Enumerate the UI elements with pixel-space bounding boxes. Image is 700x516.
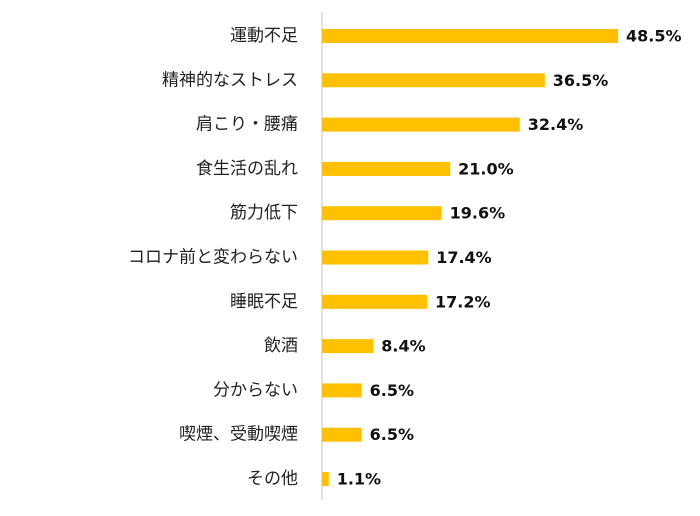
bar bbox=[322, 117, 520, 132]
category-labels-group: 運動不足精神的なストレス肩こり・腰痛食生活の乱れ筋力低下コロナ前と変わらない睡眠… bbox=[128, 26, 298, 489]
category-label: 睡眠不足 bbox=[230, 292, 298, 312]
bar bbox=[322, 472, 329, 486]
bar bbox=[322, 29, 618, 43]
bar bbox=[322, 161, 451, 176]
category-label: 飲酒 bbox=[264, 336, 298, 356]
category-label: コロナ前と変わらない bbox=[128, 248, 298, 268]
value-label: 36.5% bbox=[553, 71, 609, 90]
bar bbox=[322, 339, 374, 354]
category-label: 運動不足 bbox=[230, 26, 298, 46]
bar bbox=[322, 250, 429, 265]
bar bbox=[322, 427, 362, 442]
category-label: 分からない bbox=[213, 380, 298, 400]
value-label: 19.6% bbox=[450, 204, 506, 223]
value-label: 6.5% bbox=[370, 381, 414, 400]
value-label: 17.4% bbox=[436, 248, 492, 267]
category-label: その他 bbox=[247, 469, 298, 489]
bar bbox=[322, 294, 427, 309]
category-label: 筋力低下 bbox=[230, 203, 298, 223]
bar bbox=[322, 206, 442, 221]
value-label: 1.1% bbox=[337, 470, 381, 489]
category-label: 肩こり・腰痛 bbox=[196, 115, 298, 135]
value-label: 17.2% bbox=[435, 292, 491, 311]
category-label: 食生活の乱れ bbox=[196, 159, 298, 179]
value-label: 21.0% bbox=[458, 159, 514, 178]
category-label: 喫煙、受動喫煙 bbox=[179, 425, 298, 445]
value-labels-group: 48.5% 36.5% 32.4% 21.0% 19.6% 17.4% 17.2% 8.4% 6… bbox=[337, 27, 682, 489]
value-label: 32.4% bbox=[528, 115, 584, 134]
value-label: 8.4% bbox=[381, 337, 425, 356]
value-label: 6.5% bbox=[370, 425, 414, 444]
bar bbox=[322, 383, 362, 398]
bar bbox=[322, 73, 545, 88]
bars-group bbox=[322, 29, 618, 486]
category-label: 精神的なストレス bbox=[162, 70, 298, 90]
value-label: 48.5% bbox=[626, 27, 682, 46]
